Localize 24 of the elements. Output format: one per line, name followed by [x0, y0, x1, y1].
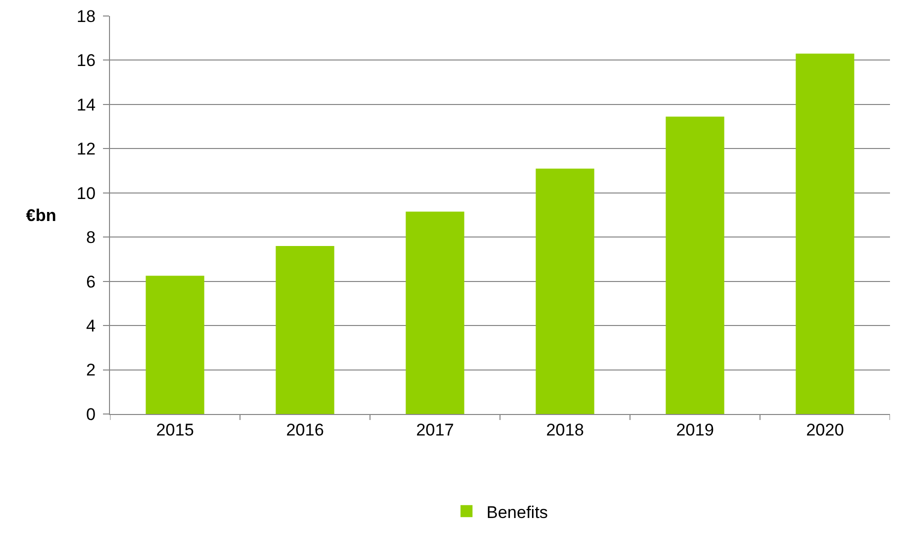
y-tick-label: 10 [76, 184, 96, 203]
y-axis-title: €bn [26, 206, 56, 225]
x-tick-label: 2015 [156, 420, 194, 440]
bar [146, 276, 204, 414]
y-tick-label: 4 [86, 316, 96, 336]
y-tick-label: 16 [76, 51, 96, 70]
x-tick-label: 2016 [286, 420, 324, 440]
y-tick-label: 0 [86, 404, 96, 424]
bar [666, 116, 724, 414]
y-tick-label: 8 [86, 228, 96, 248]
x-tick-label: 2020 [806, 420, 844, 440]
x-tick-label: 2018 [546, 420, 584, 440]
y-tick-label: 18 [76, 6, 96, 26]
legend-label: Benefits [486, 502, 548, 522]
x-tick-label: 2019 [676, 420, 714, 440]
bar [276, 246, 334, 414]
y-tick-label: 14 [76, 95, 96, 114]
bar [536, 168, 594, 414]
bar [406, 212, 464, 414]
y-tick-label: 12 [76, 140, 96, 159]
y-tick-label: 6 [86, 272, 96, 292]
y-tick-label: 2 [86, 360, 96, 380]
bar [796, 54, 854, 414]
x-tick-label: 2017 [416, 420, 454, 440]
